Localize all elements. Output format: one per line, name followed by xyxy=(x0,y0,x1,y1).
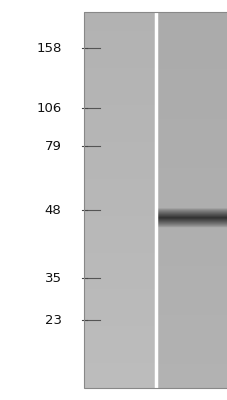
Text: 35: 35 xyxy=(44,272,61,284)
Text: 106: 106 xyxy=(36,102,61,114)
Text: 48: 48 xyxy=(45,204,61,216)
Text: 79: 79 xyxy=(44,140,61,152)
Text: 23: 23 xyxy=(44,314,61,326)
Text: 158: 158 xyxy=(36,42,61,54)
